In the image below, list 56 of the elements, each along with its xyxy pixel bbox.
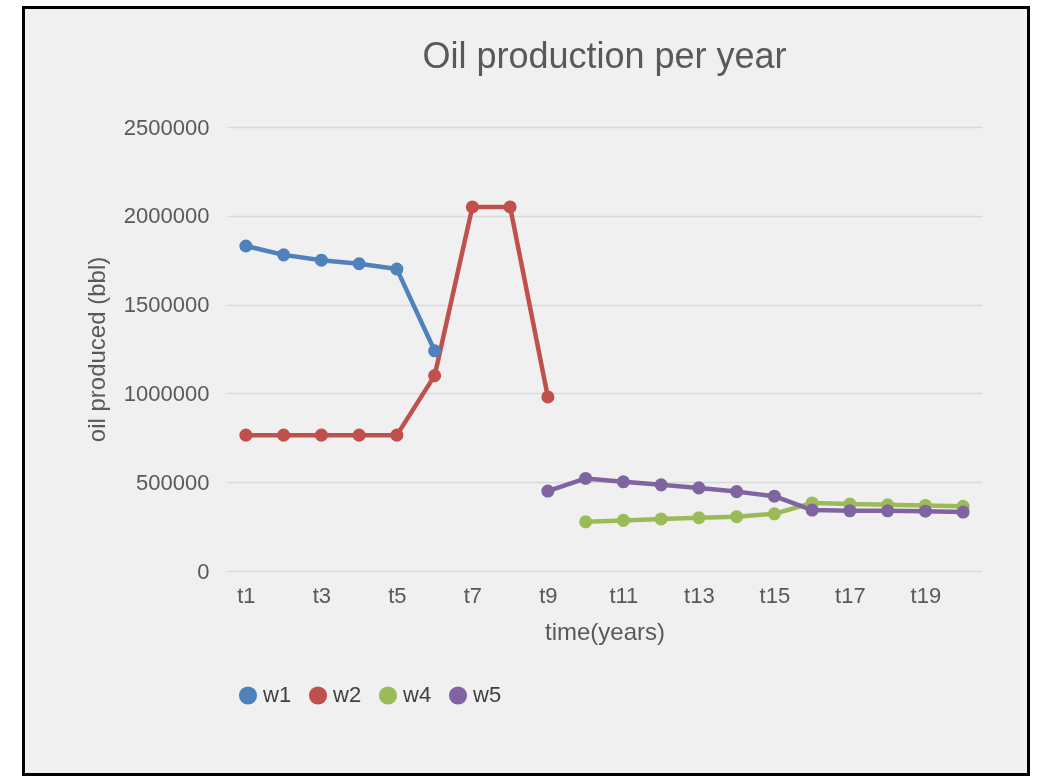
- point: [503, 200, 517, 214]
- x-tick-label: t13: [684, 582, 715, 608]
- chart-title: Oil production per year: [422, 35, 787, 76]
- legend-label: w5: [472, 682, 502, 708]
- legend-label: w2: [332, 682, 362, 708]
- y-tick-label: 0: [197, 558, 210, 584]
- point: [843, 504, 857, 518]
- y-tick-label: 1000000: [123, 380, 210, 406]
- point: [654, 512, 668, 526]
- point: [730, 485, 744, 499]
- point: [767, 489, 781, 503]
- x-tick-label: t3: [312, 582, 332, 608]
- x-tick-label: t11: [609, 582, 639, 608]
- x-tick-label: t9: [539, 582, 558, 608]
- y-tick-label: 500000: [136, 469, 210, 495]
- y-tick-label: 1500000: [123, 292, 210, 318]
- point: [579, 471, 593, 485]
- y-axis-title: oil produced (bbl): [82, 256, 110, 443]
- point: [692, 481, 706, 495]
- point: [956, 505, 970, 519]
- y-tick-label: 2500000: [123, 114, 210, 140]
- point: [239, 239, 253, 253]
- x-axis-title: time(years): [544, 617, 666, 645]
- x-tick-label: t1: [237, 582, 256, 608]
- point: [616, 513, 630, 527]
- y-tick-label: 2000000: [123, 203, 210, 229]
- point: [541, 484, 555, 498]
- point: [314, 428, 328, 442]
- point: [352, 428, 366, 442]
- point: [277, 428, 291, 442]
- point: [881, 504, 895, 518]
- point: [390, 262, 404, 276]
- x-tick-label: t15: [759, 582, 791, 608]
- point: [579, 515, 593, 529]
- point: [465, 200, 479, 214]
- point: [616, 475, 630, 489]
- point: [805, 503, 819, 517]
- legend-label: w4: [402, 682, 432, 708]
- legend-label: w1: [262, 682, 292, 708]
- point: [314, 253, 328, 267]
- point: [654, 478, 668, 492]
- x-tick-label: t17: [835, 582, 866, 608]
- point: [239, 428, 253, 442]
- x-tick-label: t7: [463, 582, 483, 608]
- x-tick-label: t19: [910, 582, 942, 608]
- point: [428, 344, 442, 358]
- point: [730, 510, 744, 524]
- point: [541, 390, 555, 404]
- point: [767, 507, 781, 521]
- x-tick-label: t5: [388, 582, 407, 608]
- point: [692, 511, 706, 525]
- point: [428, 369, 442, 383]
- point: [352, 257, 366, 271]
- point: [390, 428, 404, 442]
- point: [277, 248, 291, 262]
- point: [918, 504, 932, 518]
